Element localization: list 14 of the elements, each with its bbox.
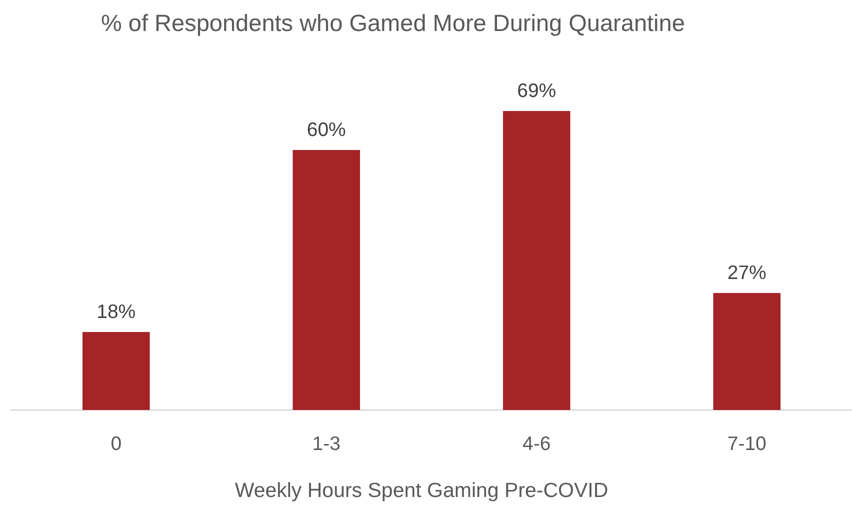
x-tick-label: 0 [110,433,122,455]
bar [292,150,360,410]
data-label: 18% [96,301,136,323]
data-label: 69% [517,80,556,102]
bar [82,332,150,410]
bar [502,111,570,410]
x-tick-label: 7-10 [727,433,767,455]
x-tick-label: 4-6 [522,433,551,455]
data-label: 60% [306,119,346,141]
x-axis-title: Weekly Hours Spent Gaming Pre-COVID [234,479,608,502]
x-tick-label: 1-3 [312,433,340,455]
chart-title: % of Respondents who Gamed More During Quarantine [101,10,685,36]
data-label: 27% [727,262,766,284]
bar [713,293,781,410]
